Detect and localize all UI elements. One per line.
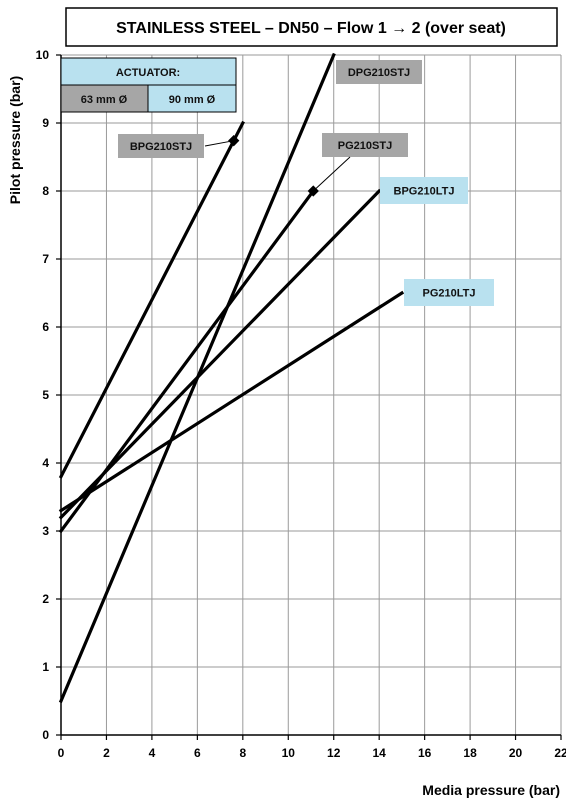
- y-tick-label: 10: [36, 48, 50, 62]
- x-tick-label: 2: [103, 746, 110, 760]
- series-label-bg-bpg210stj: [118, 134, 204, 158]
- series-marker-bpg210stj: [228, 135, 240, 147]
- leader-line-bpg210stj: [204, 140, 234, 147]
- series-labels: BPG210STJ DPG210STJ PG210STJ BPG210LTJ PG210…: [118, 60, 494, 306]
- x-tick-label: 6: [194, 746, 201, 760]
- y-tick-label: 9: [42, 116, 49, 130]
- y-tick-label: 3: [42, 524, 49, 538]
- series-line-bpg210stj: [58, 120, 245, 479]
- x-tick-label: 16: [418, 746, 432, 760]
- y-tick-label: 5: [42, 388, 49, 402]
- title-box: [65, 7, 558, 47]
- x-tick-label: 8: [239, 746, 246, 760]
- legend-entry-90mm: [147, 84, 237, 113]
- y-tick-label: 1: [42, 660, 49, 674]
- x-axis-title: Media pressure (bar): [422, 782, 560, 798]
- legend-entry-63mm: [60, 84, 149, 113]
- series-marker-pg210stj: [307, 185, 319, 197]
- y-tick-label: 0: [42, 728, 49, 742]
- leader-line-pg210stj: [312, 156, 351, 192]
- series-lines: [58, 52, 405, 704]
- x-tick-label: 4: [149, 746, 156, 760]
- x-tick-label: 10: [282, 746, 296, 760]
- x-tick-label: 0: [58, 746, 65, 760]
- x-tick-label: 12: [327, 746, 341, 760]
- series-line-bpg210ltj: [58, 188, 382, 520]
- series-label-bg-dpg210stj: [336, 60, 422, 84]
- grid: [60, 54, 562, 736]
- y-tick-label: 7: [42, 252, 49, 266]
- x-tick-label: 18: [463, 746, 477, 760]
- y-axis-title: Pilot pressure (bar): [7, 76, 23, 204]
- y-tick-label: 8: [42, 184, 49, 198]
- x-tick-label: 20: [509, 746, 523, 760]
- chart-title: STAINLESS STEEL – DN50 – Flow 1 → 2 (ove…: [116, 20, 506, 37]
- x-tick-label: 14: [373, 746, 387, 760]
- series-label-dpg210stj: DPG210STJ: [348, 67, 410, 79]
- series-label-pg210ltj: PG210LTJ: [423, 288, 476, 300]
- series-line-pg210ltj: [58, 290, 405, 513]
- series-label-bg-pg210stj: [322, 133, 408, 157]
- x-tick-label: 22: [554, 746, 566, 760]
- legend-label-63mm: 63 mm Ø: [81, 94, 128, 106]
- legend: ACTUATOR: 63 mm Ø 90 mm Ø: [60, 57, 237, 113]
- series-label-bpg210stj: BPG210STJ: [130, 141, 192, 153]
- series-label-bg-bpg210ltj: [380, 177, 468, 204]
- series-label-pg210stj: PG210STJ: [338, 140, 392, 152]
- y-tick-label: 6: [42, 320, 49, 334]
- y-tick-label: 4: [42, 456, 49, 470]
- y-tick-label: 2: [42, 592, 49, 606]
- series-label-bpg210ltj: BPG210LTJ: [394, 186, 455, 198]
- legend-title: ACTUATOR:: [116, 67, 180, 79]
- legend-header-bg: [60, 57, 237, 86]
- series-label-bg-pg210ltj: [404, 279, 494, 306]
- legend-label-90mm: 90 mm Ø: [169, 94, 216, 106]
